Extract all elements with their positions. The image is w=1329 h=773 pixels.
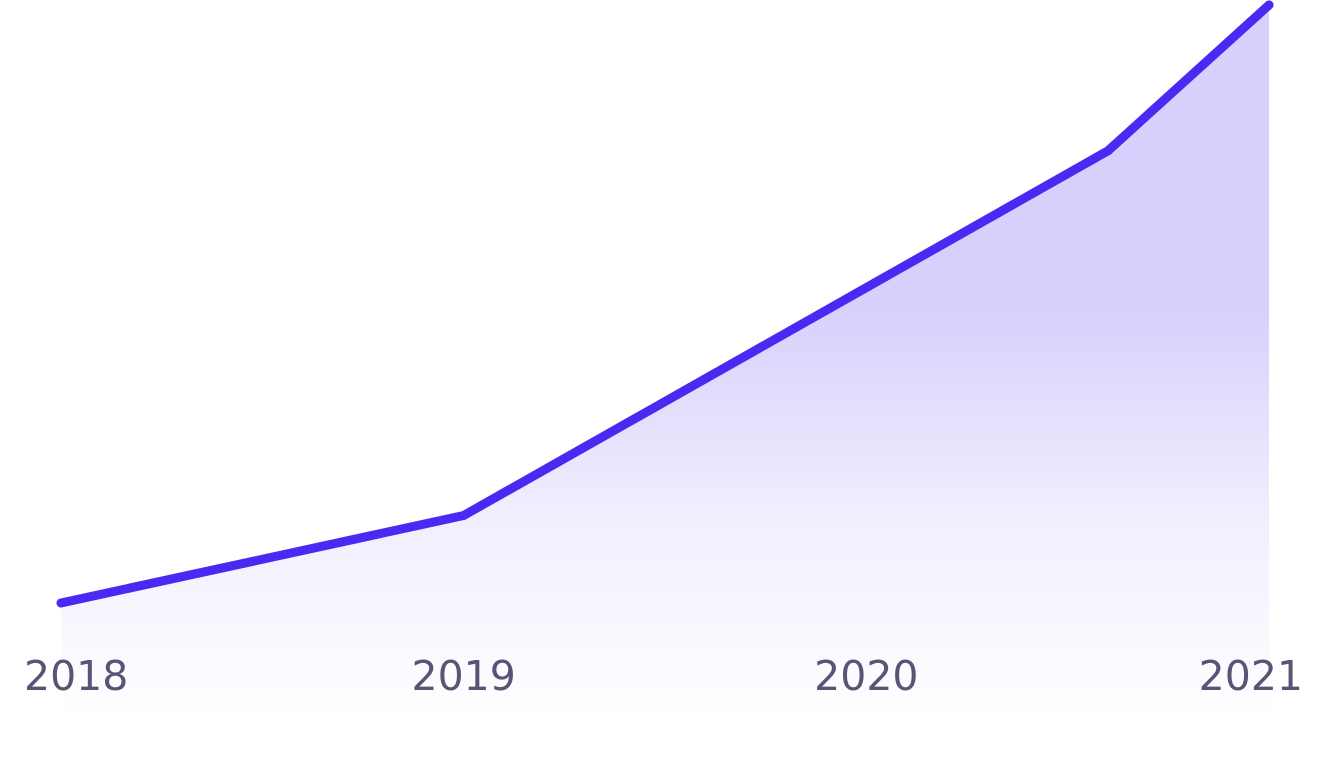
x-axis-tick-labels: 2018 2019 2020 2021 [24,652,1303,700]
series-line [56,0,1274,608]
data-point-1 [459,510,469,520]
x-tick-label-2020: 2020 [814,652,918,700]
area-fill [61,5,1269,720]
line-layer [56,0,1274,608]
data-point-0 [56,598,66,608]
data-point-3 [1264,0,1274,10]
x-tick-label-2021: 2021 [1199,652,1303,700]
x-tick-label-2018: 2018 [24,652,128,700]
x-tick-label-2019: 2019 [411,652,515,700]
area-layer [61,5,1269,720]
data-point-2 [1103,146,1113,156]
